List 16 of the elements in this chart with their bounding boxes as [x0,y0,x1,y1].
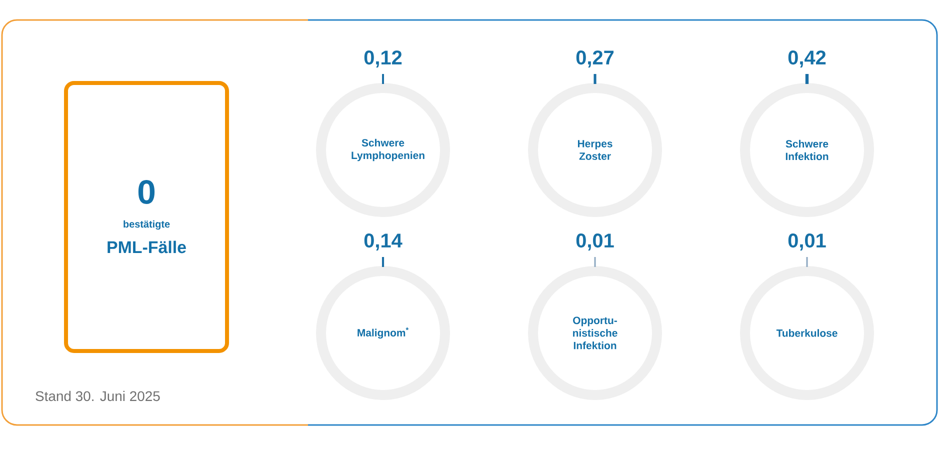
data-label: 0,27 [576,50,614,68]
data-label: 0,12 [364,50,402,68]
category-label: Schwere Lymphopenien [352,138,424,162]
text: bestätigte [124,220,170,230]
data-label: 0,01 [788,233,826,250]
text: 0 [138,180,155,204]
category-label: Schwere Infektion [786,140,828,160]
text: Stand 30. Juni 2025 [36,390,160,402]
data-label: 0,42 [788,50,826,68]
data-label: 0,01 [576,233,614,250]
category-label: Herpes Zoster [578,140,612,160]
data-label: 0,14 [364,233,402,250]
category-label: Tuberkulose [776,329,838,337]
text: PML-Fälle [108,240,186,254]
category-label: Malignom$^{*}$ [358,327,409,339]
category-label: Opportu-nistische Infektion [573,316,618,350]
